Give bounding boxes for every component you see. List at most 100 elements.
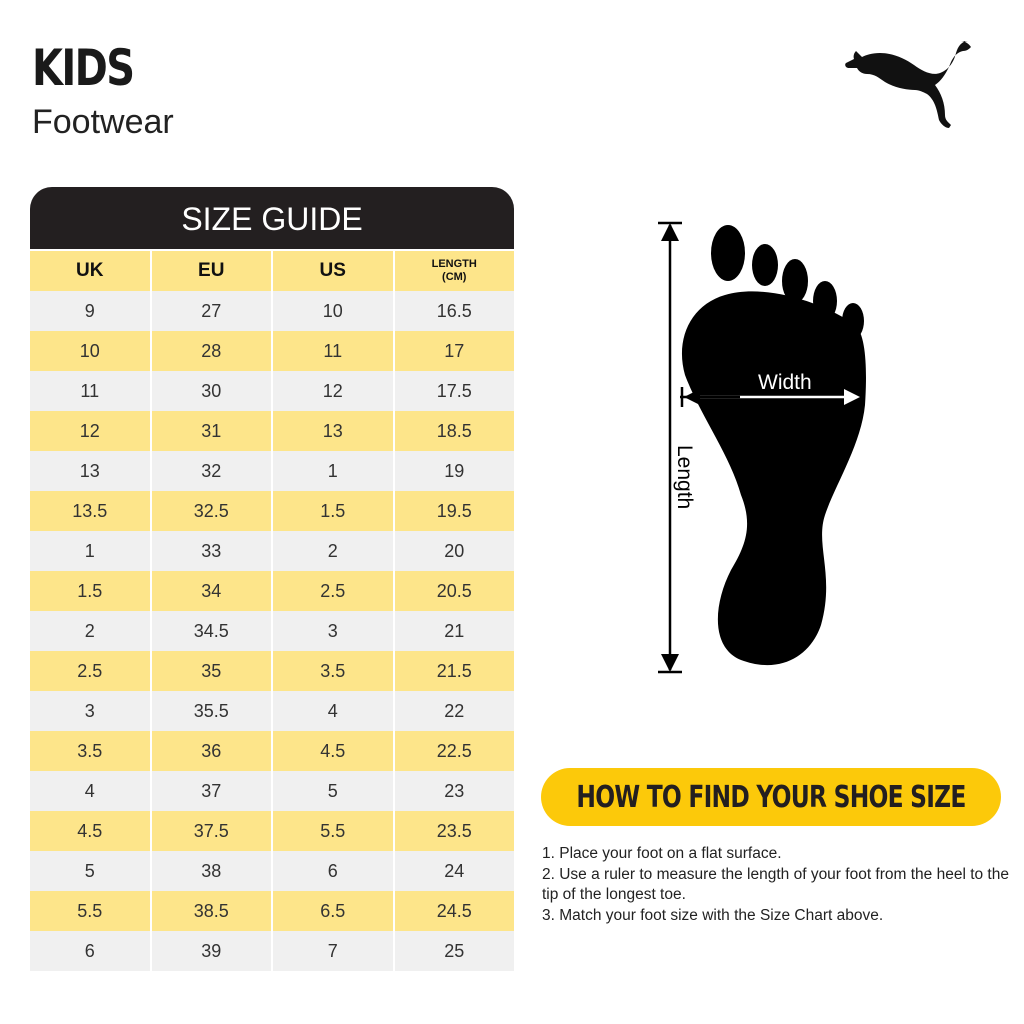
cell-length: 22 [444, 701, 465, 721]
table-row: 2 34.5 3 21 [30, 611, 514, 651]
cell-eu: 36 [152, 731, 273, 771]
cell-length: 21.5 [436, 661, 472, 681]
cell-uk: 3 [30, 691, 152, 731]
cell-uk: 5 [30, 851, 152, 891]
cell-length: 20.5 [436, 581, 472, 601]
cell-us: 4.5 [273, 731, 395, 771]
cell-length: 24.5 [436, 901, 472, 921]
cell-length: 18.5 [436, 421, 472, 441]
table-header-row: UK EU US LENGTH (CM) [30, 251, 514, 291]
table-row: 4 37 5 23 [30, 771, 514, 811]
cell-uk: 3.5 [30, 731, 152, 771]
table-row: 12 31 13 18.5 [30, 411, 514, 451]
table-row: 10 28 11 17 [30, 331, 514, 371]
column-header-length: LENGTH (CM) [431, 258, 477, 283]
width-arrow [680, 387, 860, 407]
table-row: 5.5 38.5 6.5 24.5 [30, 891, 514, 931]
foot-measurement-diagram: Width Length [658, 221, 866, 674]
table-row: 1 33 2 20 [30, 531, 514, 571]
cell-eu: 33 [152, 531, 273, 571]
table-row: 13.5 32.5 1.5 19.5 [30, 491, 514, 531]
cell-length: 20 [444, 541, 465, 561]
cell-uk: 12 [30, 411, 152, 451]
table-row: 6 39 7 25 [30, 931, 514, 971]
table-row: 9 27 10 16.5 [30, 291, 514, 331]
column-header-eu: EU [152, 251, 273, 291]
column-header-uk: UK [30, 251, 152, 291]
cell-length: 21 [444, 621, 465, 641]
width-label: Width [758, 371, 812, 394]
page-subtitle: Footwear [32, 103, 174, 141]
cell-length: 25 [444, 941, 465, 961]
table-row: 3 35.5 4 22 [30, 691, 514, 731]
cell-us: 5 [273, 771, 395, 811]
puma-logo-icon [845, 41, 971, 128]
table-row: 4.5 37.5 5.5 23.5 [30, 811, 514, 851]
table-row: 2.5 35 3.5 21.5 [30, 651, 514, 691]
cell-us: 3 [273, 611, 395, 651]
cell-length: 23 [444, 781, 465, 801]
cell-eu: 38.5 [152, 891, 273, 931]
cell-us: 1 [273, 451, 395, 491]
cell-uk: 2.5 [30, 651, 152, 691]
cell-eu: 34 [152, 571, 273, 611]
cell-us: 3.5 [273, 651, 395, 691]
cell-eu: 30 [152, 371, 273, 411]
cell-length: 22.5 [436, 741, 472, 761]
cell-us: 5.5 [273, 811, 395, 851]
cell-uk: 5.5 [30, 891, 152, 931]
cell-length: 17 [444, 341, 465, 361]
size-guide-title: SIZE GUIDE [30, 187, 514, 249]
cell-uk: 6 [30, 931, 152, 971]
table-row: 5 38 6 24 [30, 851, 514, 891]
table-row: 1.5 34 2.5 20.5 [30, 571, 514, 611]
table-body: 9 27 10 16.5 10 28 11 17 11 30 12 17.5 12 31 13 18.5 13 3… [30, 291, 514, 971]
cell-us: 1.5 [273, 491, 395, 531]
cell-uk: 4 [30, 771, 152, 811]
step-2: 2. Use a ruler to measure the length of … [542, 865, 1009, 904]
cell-length: 24 [444, 861, 465, 881]
cell-uk: 10 [30, 331, 152, 371]
cell-uk: 1.5 [30, 571, 152, 611]
cell-us: 10 [273, 291, 395, 331]
cell-eu: 27 [152, 291, 273, 331]
page-title: KIDS [32, 39, 135, 97]
cell-uk: 11 [30, 371, 152, 411]
cell-us: 7 [273, 931, 395, 971]
how-to-steps: 1. Place your foot on a flat surface. 2.… [542, 844, 1012, 926]
cell-eu: 35.5 [152, 691, 273, 731]
step-1: 1. Place your foot on a flat surface. [542, 845, 782, 862]
cell-eu: 35 [152, 651, 273, 691]
cell-length: 19.5 [436, 501, 472, 521]
cell-eu: 28 [152, 331, 273, 371]
cell-eu: 37.5 [152, 811, 273, 851]
cell-us: 11 [273, 331, 395, 371]
cell-eu: 39 [152, 931, 273, 971]
cell-eu: 34.5 [152, 611, 273, 651]
step-3: 3. Match your foot size with the Size Ch… [542, 906, 884, 924]
cell-uk: 9 [30, 291, 152, 331]
size-guide-table: SIZE GUIDE UK EU US LENGTH (CM) 9 27 10 16.… [30, 187, 514, 971]
how-to-title: HOW TO FIND YOUR SHOE SIZE [576, 780, 966, 815]
cell-us: 6 [273, 851, 395, 891]
cell-us: 4 [273, 691, 395, 731]
cell-uk: 4.5 [30, 811, 152, 851]
cell-us: 12 [273, 371, 395, 411]
cell-eu: 38 [152, 851, 273, 891]
cell-eu: 32.5 [152, 491, 273, 531]
cell-uk: 13.5 [30, 491, 152, 531]
foot-icon [681, 225, 866, 666]
cell-eu: 32 [152, 451, 273, 491]
cell-length: 17.5 [436, 381, 472, 401]
cell-us: 2.5 [273, 571, 395, 611]
cell-uk: 13 [30, 451, 152, 491]
cell-uk: 1 [30, 531, 152, 571]
table-row: 3.5 36 4.5 22.5 [30, 731, 514, 771]
column-header-us: US [273, 251, 395, 291]
how-to-banner: HOW TO FIND YOUR SHOE SIZE [541, 768, 1001, 826]
cell-length: 23.5 [436, 821, 472, 841]
cell-eu: 31 [152, 411, 273, 451]
cell-uk: 2 [30, 611, 152, 651]
cell-length: 19 [444, 461, 465, 481]
cell-length: 16.5 [436, 301, 472, 321]
